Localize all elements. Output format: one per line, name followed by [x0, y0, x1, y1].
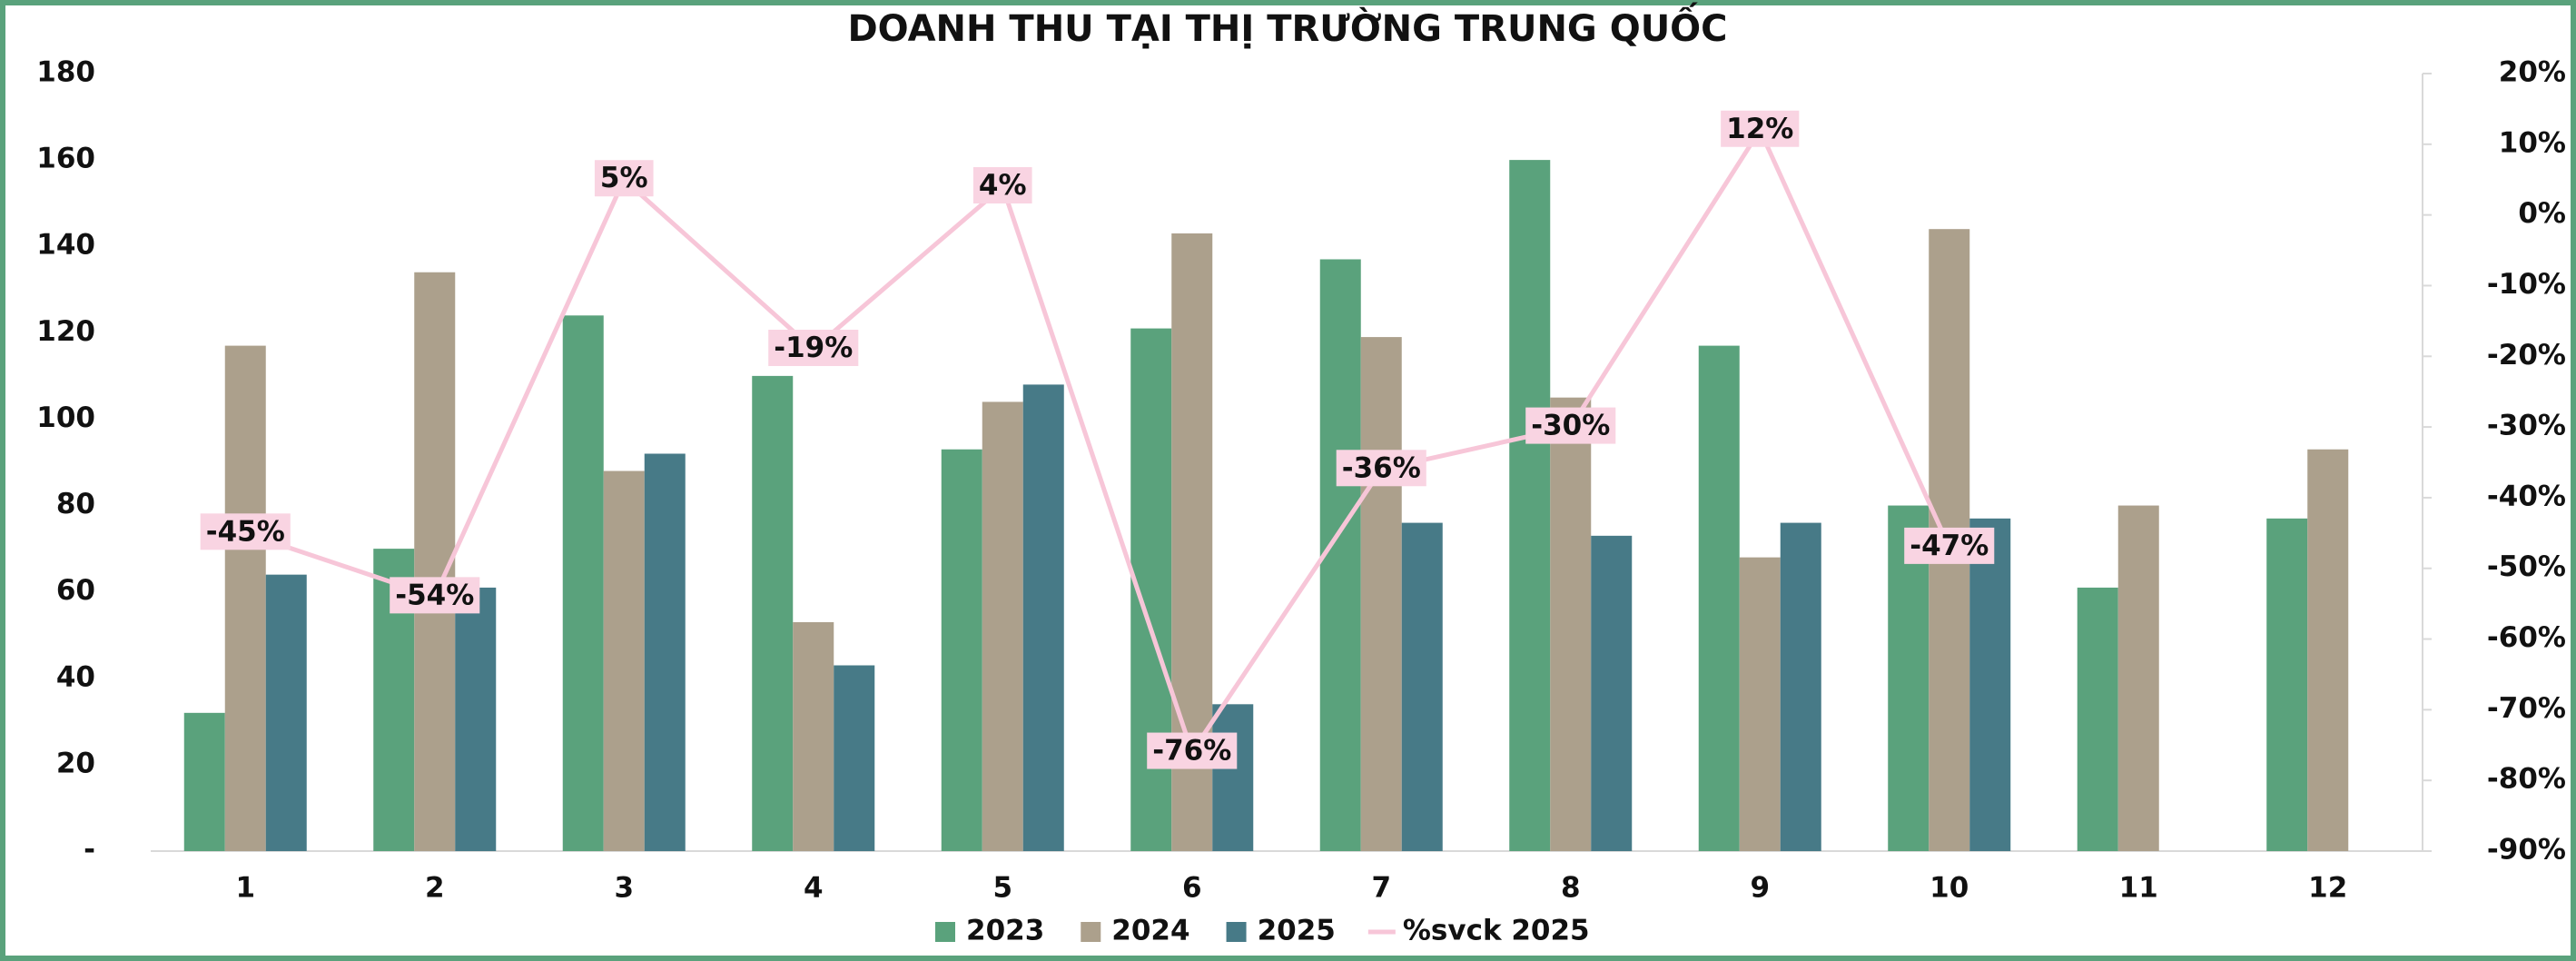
data-label-bg: [972, 167, 1032, 204]
line: [244, 125, 1952, 758]
data-label: 12%: [1726, 113, 1793, 145]
x-tick-label: 7: [1371, 872, 1391, 905]
data-label: -30%: [1531, 410, 1610, 442]
y-tick-label: 180: [36, 56, 95, 89]
bar: [1591, 535, 1633, 851]
bar: [1969, 518, 2011, 851]
x-tick-label: 11: [2119, 872, 2158, 905]
bar: [2077, 587, 2118, 851]
y2-tick-label: -70%: [2487, 692, 2566, 725]
y2-tick-label: 10%: [2499, 126, 2566, 159]
data-label: -54%: [395, 579, 474, 611]
bar: [1509, 160, 1551, 852]
bar: [603, 471, 645, 851]
data-label: 4%: [979, 169, 1027, 202]
data-label-bg: [1336, 450, 1426, 487]
bar: [1698, 345, 1740, 852]
data-label-bg: [1147, 732, 1238, 769]
bar: [834, 665, 875, 851]
legend-swatch: [1081, 922, 1101, 942]
bar: [1739, 557, 1781, 851]
data-label: -47%: [1910, 530, 1989, 562]
bar: [224, 345, 266, 852]
x-tick-label: 4: [804, 872, 824, 905]
y2-tick-label: -60%: [2487, 621, 2566, 654]
y-tick-label: 20: [56, 747, 95, 779]
legend-swatch: [1226, 922, 1247, 942]
y-tick-label: 40: [56, 660, 95, 693]
bar: [2266, 518, 2308, 851]
bar: [1550, 397, 1592, 851]
legend-label: 2024: [1111, 915, 1189, 947]
y-tick-label: 100: [36, 401, 95, 434]
y2-tick-label: -20%: [2487, 339, 2566, 372]
data-label: 5%: [600, 162, 648, 194]
bar: [752, 375, 794, 851]
y-tick-label: 120: [36, 315, 95, 348]
y-tick-label: 80: [56, 488, 95, 520]
bar: [455, 587, 497, 851]
y-tick-label: 160: [36, 143, 95, 175]
bar: [2117, 505, 2159, 851]
chart-title: DOANH THU TẠI THỊ TRƯỜNG TRUNG QUỐC: [847, 1, 1727, 50]
x-tick-label: 12: [2308, 872, 2347, 905]
bar: [1780, 522, 1821, 851]
legend-swatch: [935, 922, 955, 942]
y2-tick-label: 20%: [2499, 56, 2566, 89]
y2-tick-label: -50%: [2487, 550, 2566, 583]
x-tick-label: 9: [1750, 872, 1770, 905]
data-label: -45%: [206, 515, 285, 548]
data-label: -76%: [1152, 735, 1231, 768]
x-tick-label: 1: [235, 872, 255, 905]
bar: [941, 449, 982, 851]
data-label-bg: [768, 329, 859, 366]
bar: [793, 621, 834, 851]
x-tick-label: 3: [614, 872, 634, 905]
data-label-bg: [1525, 407, 1616, 444]
y2-tick-label: -30%: [2487, 410, 2566, 442]
legend-label: 2025: [1258, 915, 1336, 947]
data-label: -19%: [774, 332, 853, 364]
data-label-bg: [594, 160, 654, 197]
bar: [1319, 259, 1361, 851]
bar: [1022, 384, 1064, 851]
bar: [644, 453, 686, 851]
data-label: -36%: [1342, 451, 1421, 484]
y2-tick-label: -80%: [2487, 763, 2566, 796]
data-label-bg: [200, 513, 291, 550]
data-label-bg: [1721, 110, 1800, 147]
x-tick-label: 8: [1561, 872, 1581, 905]
legend-label: 2023: [966, 915, 1044, 947]
bar: [1401, 522, 1443, 851]
y-tick-label: -: [84, 834, 95, 867]
bar: [183, 712, 225, 851]
legend-label: %svck 2025: [1403, 915, 1590, 947]
x-tick-label: 2: [425, 872, 445, 905]
y2-tick-label: -40%: [2487, 480, 2566, 512]
bar: [2307, 449, 2349, 851]
data-label-bg: [1904, 527, 1995, 564]
data-label-bg: [390, 577, 480, 614]
bar: [562, 315, 604, 851]
x-tick-label: 10: [1930, 872, 1969, 905]
x-tick-label: 6: [1182, 872, 1202, 905]
bar: [1360, 337, 1402, 852]
y2-tick-label: -90%: [2487, 834, 2566, 867]
y-tick-label: 140: [36, 229, 95, 262]
y2-tick-label: -10%: [2487, 268, 2566, 301]
x-tick-label: 5: [992, 872, 1012, 905]
bar: [982, 401, 1023, 851]
bar: [1212, 704, 1254, 851]
bar: [265, 574, 307, 851]
y-tick-label: 60: [56, 574, 95, 607]
y2-tick-label: 0%: [2518, 197, 2566, 230]
